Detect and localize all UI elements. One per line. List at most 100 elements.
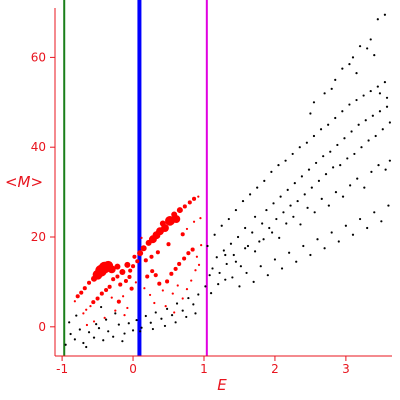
data-point (180, 232, 185, 237)
data-point (182, 204, 187, 209)
data-point (110, 296, 113, 299)
data-point (104, 287, 109, 293)
data-point (197, 195, 200, 198)
data-point (384, 168, 387, 171)
data-point (140, 245, 147, 252)
data-point (73, 300, 76, 303)
data-point (135, 259, 140, 264)
data-point (292, 215, 295, 218)
data-point (323, 247, 326, 250)
data-point (309, 253, 312, 257)
data-point (87, 280, 92, 285)
data-point (78, 328, 81, 331)
data-point (244, 226, 247, 230)
data-point (225, 262, 228, 266)
data-point (164, 305, 167, 308)
data-point (385, 105, 389, 108)
data-point (213, 233, 216, 236)
data-point (280, 267, 284, 270)
data-point (224, 278, 227, 281)
data-point (357, 123, 360, 126)
data-point (173, 266, 178, 271)
data-point (99, 291, 104, 296)
x-tick-label: 1 (200, 362, 208, 376)
data-point (278, 236, 281, 240)
data-point (227, 217, 230, 221)
data-point (127, 274, 132, 280)
data-point (268, 226, 271, 230)
data-point (139, 330, 142, 333)
data-point (169, 271, 174, 276)
data-point (310, 186, 313, 189)
data-point (275, 217, 278, 221)
data-point (262, 238, 265, 241)
data-point (121, 340, 124, 343)
data-point (176, 207, 183, 214)
data-point (344, 224, 347, 227)
data-point (163, 324, 167, 328)
data-point (284, 159, 287, 162)
data-point (334, 116, 337, 120)
data-point (302, 244, 305, 248)
data-point (282, 211, 285, 214)
data-point (289, 204, 292, 207)
data-point (114, 309, 117, 312)
data-point (190, 247, 195, 252)
data-point (122, 295, 125, 298)
data-point (95, 323, 98, 326)
data-point (263, 179, 266, 182)
data-point (313, 211, 316, 214)
data-point (153, 273, 158, 278)
data-point (128, 268, 133, 273)
data-point (176, 284, 179, 287)
data-point (239, 265, 242, 268)
data-point (319, 128, 323, 131)
data-point (266, 274, 269, 277)
data-point (107, 284, 112, 289)
data-point (119, 269, 126, 276)
data-point (341, 195, 345, 198)
data-point (383, 80, 387, 84)
data-point (130, 264, 136, 269)
data-point (89, 305, 92, 308)
data-point (306, 206, 309, 209)
data-point (137, 250, 144, 257)
data-point (215, 256, 218, 259)
data-point (256, 186, 259, 189)
data-point (350, 130, 353, 133)
data-point (114, 263, 121, 270)
data-point (123, 314, 126, 317)
data-point (200, 243, 203, 247)
data-point (132, 254, 137, 259)
data-point (366, 47, 369, 50)
data-point (190, 279, 193, 282)
data-point (317, 179, 321, 182)
data-point (91, 300, 96, 305)
data-point (355, 98, 358, 102)
data-point (295, 260, 298, 263)
data-point (378, 110, 382, 113)
data-point (376, 85, 379, 88)
data-point (323, 92, 326, 95)
data-point (127, 322, 130, 325)
data-point (244, 247, 247, 250)
data-point (154, 311, 157, 314)
data-point (199, 217, 202, 220)
data-point (286, 188, 289, 191)
data-point (69, 332, 72, 336)
data-point (307, 168, 311, 171)
data-point (194, 269, 197, 272)
data-point (143, 258, 148, 263)
data-point (222, 249, 225, 252)
data-point (245, 271, 248, 275)
data-point (369, 38, 372, 41)
data-point (296, 199, 299, 203)
data-point (103, 316, 106, 319)
data-point (91, 275, 98, 282)
data-point (272, 202, 275, 205)
data-point (246, 244, 250, 248)
data-point (332, 166, 335, 169)
data-point (299, 223, 302, 226)
data-point (95, 296, 100, 301)
data-point (85, 323, 89, 327)
